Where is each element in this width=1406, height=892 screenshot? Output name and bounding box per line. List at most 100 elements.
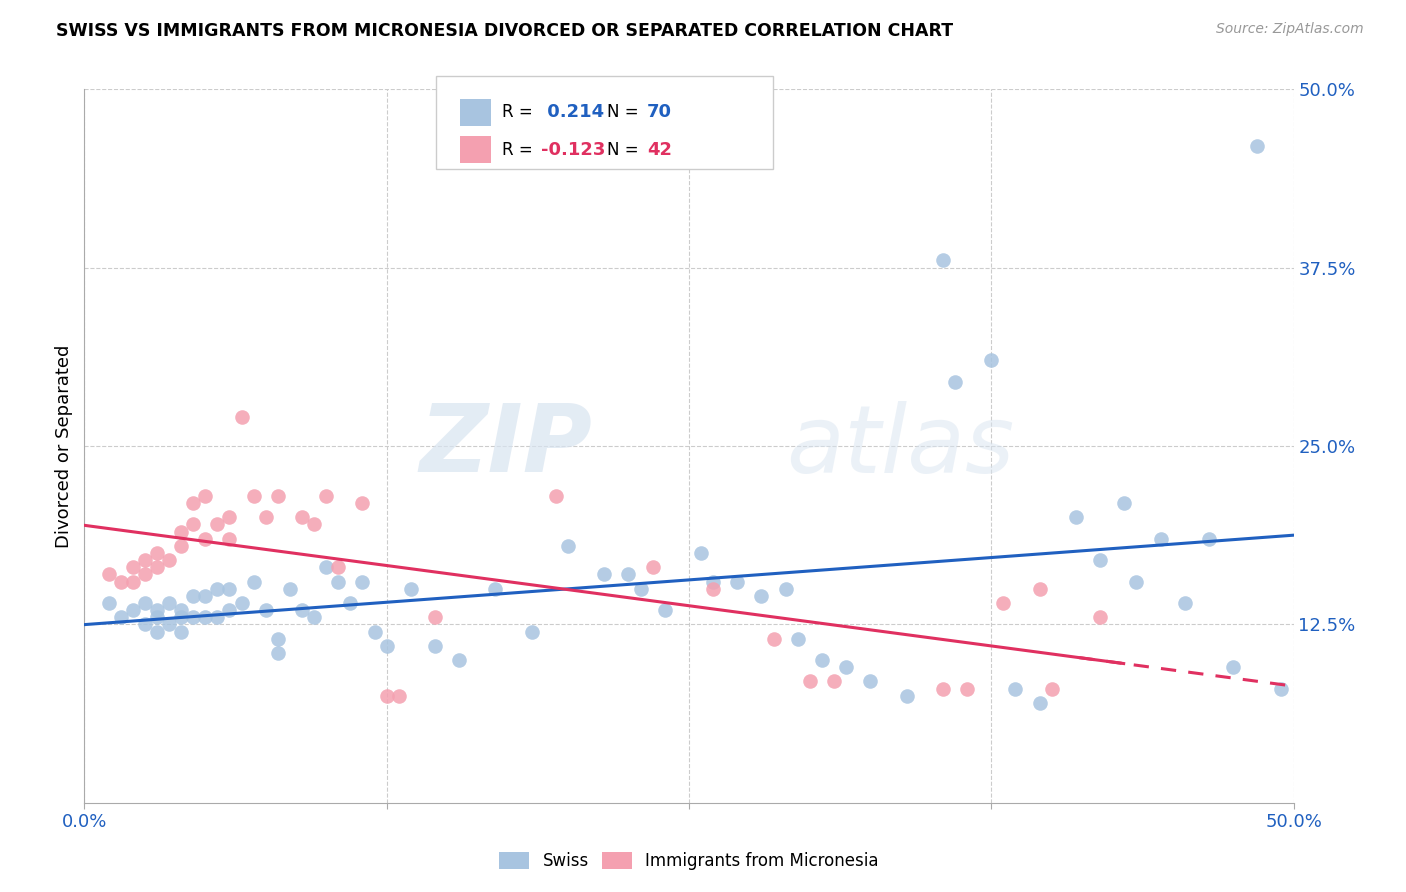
Point	[218, 510, 240, 524]
Point	[181, 589, 204, 603]
Text: ZIP: ZIP	[419, 400, 592, 492]
Point	[218, 532, 240, 546]
Point	[1198, 532, 1220, 546]
Point	[170, 610, 193, 624]
Point	[146, 546, 169, 560]
Point	[157, 596, 180, 610]
Point	[121, 603, 143, 617]
Point	[194, 610, 217, 624]
Point	[254, 603, 277, 617]
Point	[194, 489, 217, 503]
Point	[146, 603, 169, 617]
Text: N =: N =	[607, 103, 644, 121]
Point	[110, 574, 132, 589]
Point	[363, 624, 385, 639]
Point	[1088, 553, 1111, 567]
Point	[231, 410, 253, 425]
Point	[218, 582, 240, 596]
Point	[617, 567, 640, 582]
Point	[690, 546, 713, 560]
Point	[170, 624, 193, 639]
Point	[786, 632, 808, 646]
Point	[181, 496, 204, 510]
Point	[375, 639, 398, 653]
Text: SWISS VS IMMIGRANTS FROM MICRONESIA DIVORCED OR SEPARATED CORRELATION CHART: SWISS VS IMMIGRANTS FROM MICRONESIA DIVO…	[56, 22, 953, 40]
Point	[1064, 510, 1087, 524]
Point	[291, 510, 314, 524]
Point	[254, 510, 277, 524]
Point	[134, 567, 156, 582]
Point	[352, 574, 374, 589]
Point	[993, 596, 1015, 610]
Point	[181, 517, 204, 532]
Point	[375, 689, 398, 703]
Point	[630, 582, 652, 596]
Point	[302, 517, 325, 532]
Point	[896, 689, 918, 703]
Text: Source: ZipAtlas.com: Source: ZipAtlas.com	[1216, 22, 1364, 37]
Point	[943, 375, 966, 389]
Point	[775, 582, 797, 596]
Point	[146, 624, 169, 639]
Point	[134, 553, 156, 567]
Text: 70: 70	[647, 103, 672, 121]
Point	[207, 610, 229, 624]
Text: R =: R =	[502, 103, 538, 121]
Point	[170, 524, 193, 539]
Point	[1004, 681, 1026, 696]
Point	[751, 589, 773, 603]
Point	[1114, 496, 1136, 510]
Point	[956, 681, 979, 696]
Point	[207, 517, 229, 532]
Point	[1125, 574, 1147, 589]
Text: atlas: atlas	[786, 401, 1014, 491]
Point	[339, 596, 361, 610]
Point	[1149, 532, 1171, 546]
Point	[302, 610, 325, 624]
Point	[157, 553, 180, 567]
Point	[1222, 660, 1244, 674]
Point	[218, 603, 240, 617]
Point	[823, 674, 845, 689]
Point	[146, 560, 169, 574]
Point	[799, 674, 821, 689]
Text: N =: N =	[607, 141, 644, 159]
Point	[1028, 696, 1050, 710]
Point	[702, 574, 724, 589]
Point	[97, 567, 120, 582]
Text: R =: R =	[502, 141, 538, 159]
Point	[423, 639, 446, 653]
Point	[194, 532, 217, 546]
Point	[352, 496, 374, 510]
Point	[980, 353, 1002, 368]
Point	[1028, 582, 1050, 596]
Point	[267, 489, 290, 503]
Point	[449, 653, 471, 667]
Point	[315, 489, 337, 503]
Point	[267, 632, 290, 646]
Point	[423, 610, 446, 624]
Point	[725, 574, 748, 589]
Point	[932, 681, 955, 696]
Point	[121, 574, 143, 589]
Point	[484, 582, 506, 596]
Point	[170, 539, 193, 553]
Point	[97, 596, 120, 610]
Text: 42: 42	[647, 141, 672, 159]
Point	[134, 617, 156, 632]
Point	[811, 653, 834, 667]
Point	[207, 582, 229, 596]
Point	[231, 596, 253, 610]
Point	[762, 632, 785, 646]
Point	[520, 624, 543, 639]
Point	[641, 560, 664, 574]
Y-axis label: Divorced or Separated: Divorced or Separated	[55, 344, 73, 548]
Point	[859, 674, 882, 689]
Point	[654, 603, 676, 617]
Point	[1246, 139, 1268, 153]
Point	[702, 582, 724, 596]
Point	[278, 582, 301, 596]
Point	[157, 617, 180, 632]
Point	[557, 539, 579, 553]
Point	[328, 560, 350, 574]
